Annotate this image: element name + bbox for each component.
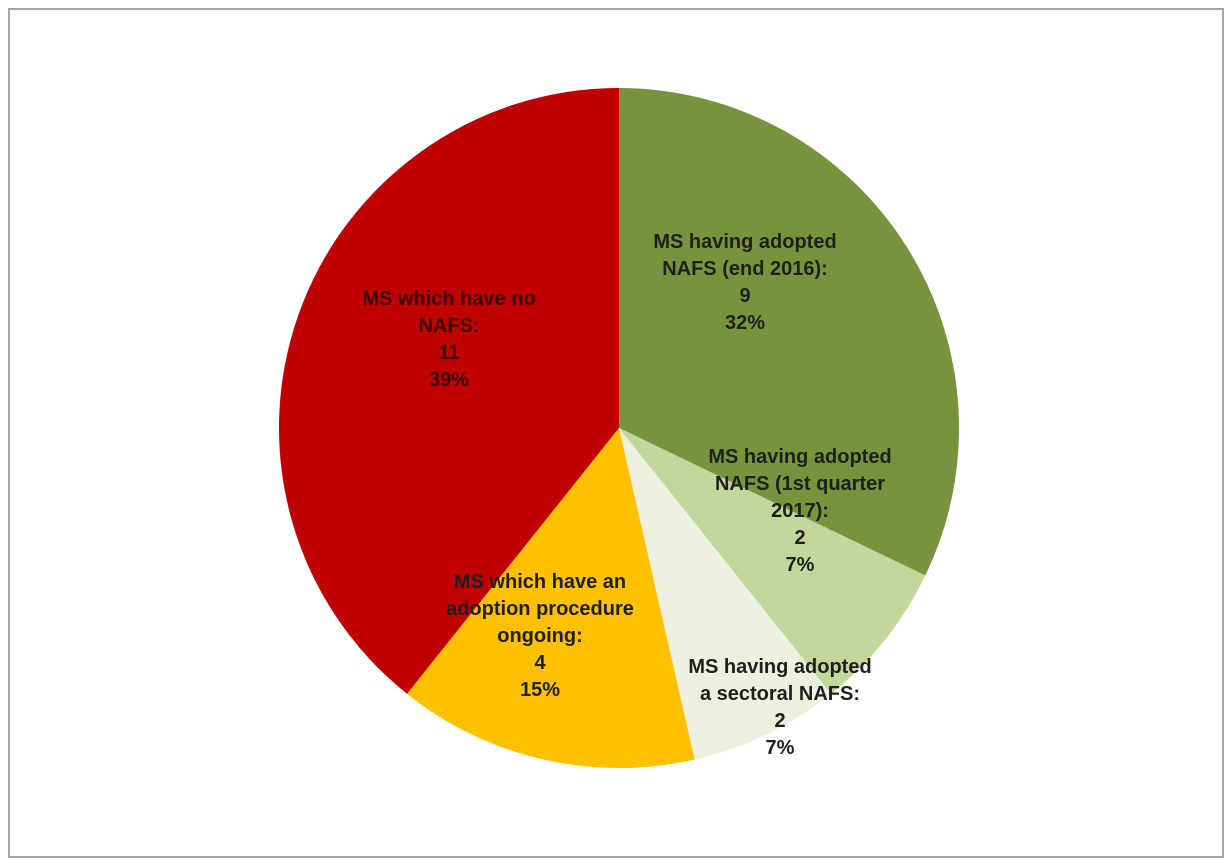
pie-slice bbox=[619, 88, 959, 576]
pie-slice bbox=[407, 428, 695, 769]
pie-slice bbox=[278, 88, 619, 694]
slice-data-label: MS which have no NAFS: 11 39% bbox=[362, 288, 535, 391]
pie-slice bbox=[619, 428, 926, 694]
slice-data-label: MS having adopted a sectoral NAFS: 2 7% bbox=[688, 656, 871, 759]
slice-data-label: MS having adopted NAFS (1st quarter 2017):… bbox=[708, 446, 891, 576]
pie-slice bbox=[619, 428, 831, 760]
pie-labels: MS having adopted NAFS (end 2016): 9 32% MS … bbox=[362, 231, 891, 759]
slice-data-label: MS having adopted NAFS (end 2016): 9 32% bbox=[653, 231, 836, 334]
slice-data-label: MS which have an adoption procedure ongoin… bbox=[446, 571, 634, 701]
pie-slices bbox=[278, 88, 959, 769]
